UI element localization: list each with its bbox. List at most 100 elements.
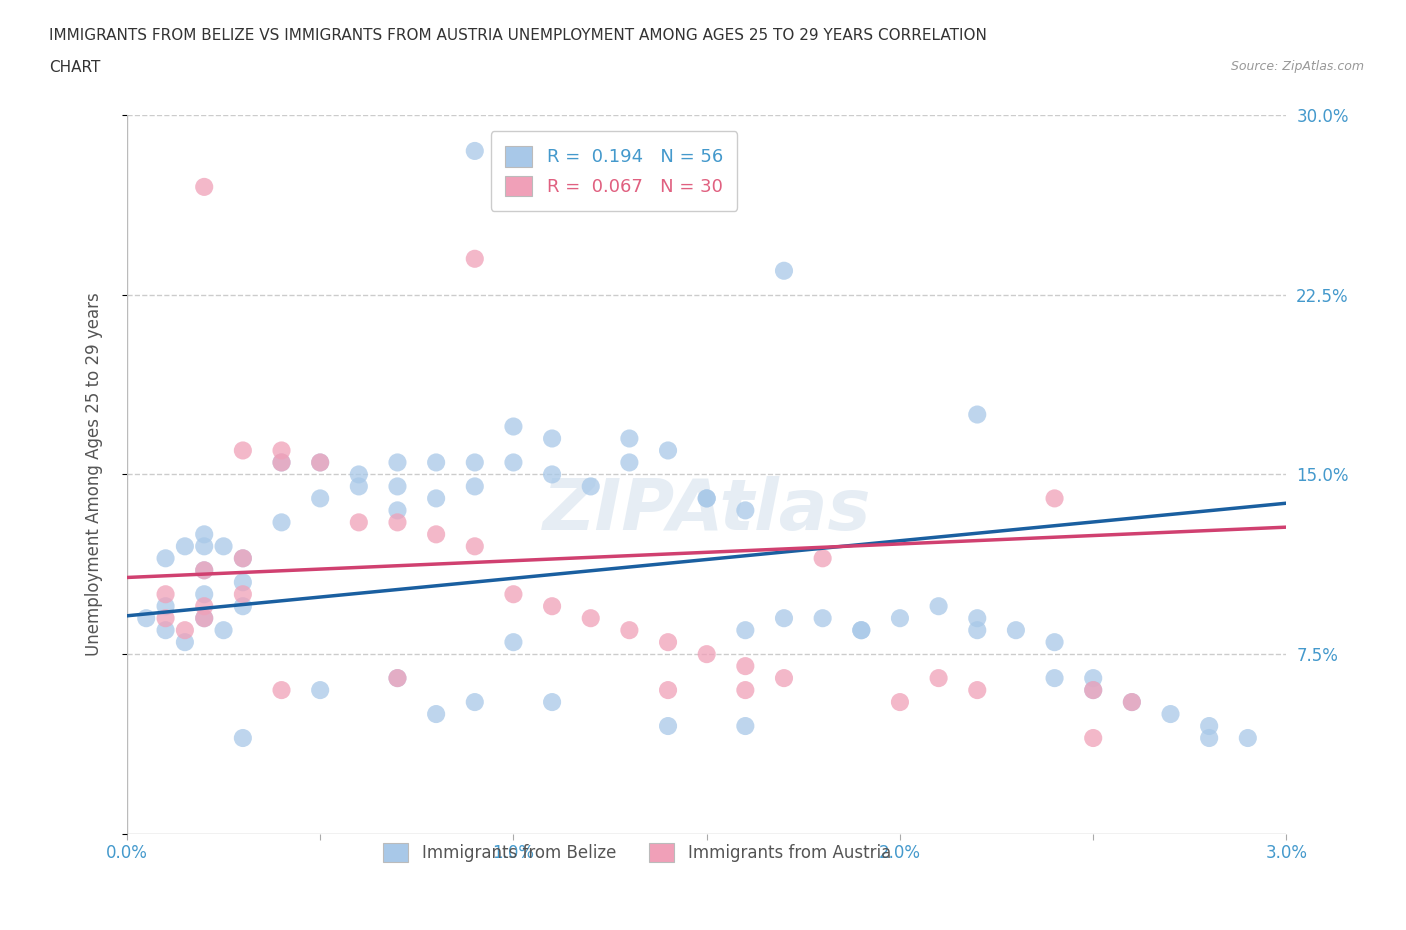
Point xyxy=(889,611,911,626)
Point xyxy=(734,683,756,698)
Point xyxy=(1043,671,1066,685)
Point xyxy=(966,611,988,626)
Point xyxy=(155,623,177,638)
Y-axis label: Unemployment Among Ages 25 to 29 years: Unemployment Among Ages 25 to 29 years xyxy=(86,293,103,657)
Point xyxy=(851,623,873,638)
Point xyxy=(425,455,447,470)
Point xyxy=(270,515,292,530)
Point xyxy=(309,455,332,470)
Point xyxy=(966,623,988,638)
Point xyxy=(541,599,564,614)
Point xyxy=(155,551,177,565)
Point xyxy=(1160,707,1182,722)
Point xyxy=(464,695,486,710)
Point xyxy=(889,695,911,710)
Point xyxy=(155,599,177,614)
Point xyxy=(541,695,564,710)
Point xyxy=(347,515,370,530)
Point xyxy=(193,599,215,614)
Point xyxy=(347,479,370,494)
Point xyxy=(193,527,215,542)
Point xyxy=(657,683,679,698)
Point xyxy=(347,467,370,482)
Point xyxy=(387,515,409,530)
Point xyxy=(1083,731,1105,746)
Point xyxy=(928,671,950,685)
Point xyxy=(232,731,254,746)
Point xyxy=(619,431,641,445)
Point xyxy=(212,623,235,638)
Point xyxy=(657,635,679,650)
Point xyxy=(1198,731,1220,746)
Point xyxy=(541,467,564,482)
Point xyxy=(579,611,602,626)
Point xyxy=(309,491,332,506)
Point xyxy=(174,635,197,650)
Point xyxy=(502,635,524,650)
Point xyxy=(174,538,197,553)
Point xyxy=(657,179,679,194)
Point xyxy=(232,575,254,590)
Point xyxy=(619,455,641,470)
Point xyxy=(270,455,292,470)
Point xyxy=(966,683,988,698)
Point xyxy=(309,683,332,698)
Point xyxy=(734,719,756,734)
Point xyxy=(1198,719,1220,734)
Point xyxy=(174,623,197,638)
Point xyxy=(232,551,254,565)
Point xyxy=(579,479,602,494)
Point xyxy=(734,503,756,518)
Point xyxy=(928,599,950,614)
Point xyxy=(773,671,796,685)
Point xyxy=(696,491,718,506)
Point xyxy=(464,538,486,553)
Point xyxy=(387,671,409,685)
Point xyxy=(1121,695,1143,710)
Point xyxy=(657,719,679,734)
Text: ZIPAtlas: ZIPAtlas xyxy=(543,476,870,545)
Point xyxy=(155,611,177,626)
Point xyxy=(309,455,332,470)
Point xyxy=(232,587,254,602)
Point xyxy=(464,143,486,158)
Point xyxy=(193,563,215,578)
Point xyxy=(811,611,834,626)
Point xyxy=(1083,671,1105,685)
Point xyxy=(193,563,215,578)
Point xyxy=(193,587,215,602)
Point xyxy=(464,251,486,266)
Point xyxy=(232,443,254,458)
Point xyxy=(1043,635,1066,650)
Point xyxy=(193,611,215,626)
Point xyxy=(502,419,524,434)
Point xyxy=(193,611,215,626)
Point xyxy=(734,623,756,638)
Point xyxy=(270,683,292,698)
Point xyxy=(1236,731,1258,746)
Point xyxy=(425,491,447,506)
Point xyxy=(619,623,641,638)
Point xyxy=(212,538,235,553)
Point xyxy=(1043,491,1066,506)
Point xyxy=(270,455,292,470)
Point xyxy=(232,599,254,614)
Point xyxy=(851,623,873,638)
Point xyxy=(193,538,215,553)
Point xyxy=(541,431,564,445)
Point xyxy=(696,491,718,506)
Point xyxy=(1083,683,1105,698)
Point xyxy=(270,443,292,458)
Point xyxy=(657,443,679,458)
Point xyxy=(1083,683,1105,698)
Point xyxy=(387,479,409,494)
Point xyxy=(155,587,177,602)
Point xyxy=(1121,695,1143,710)
Point xyxy=(135,611,157,626)
Text: Source: ZipAtlas.com: Source: ZipAtlas.com xyxy=(1230,60,1364,73)
Point xyxy=(387,455,409,470)
Point xyxy=(387,671,409,685)
Point xyxy=(773,611,796,626)
Text: CHART: CHART xyxy=(49,60,101,75)
Point xyxy=(464,479,486,494)
